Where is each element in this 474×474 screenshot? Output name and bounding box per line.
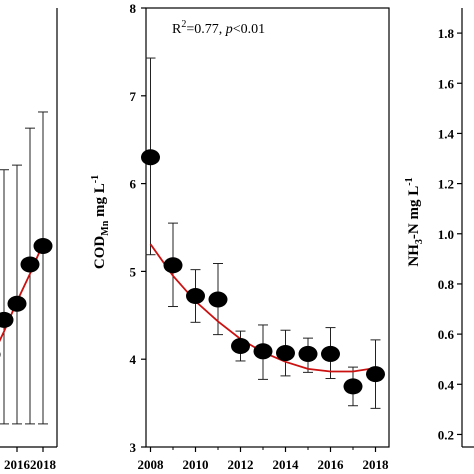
left-data-point bbox=[20, 256, 40, 273]
left-panel: 2016 2018 bbox=[0, 8, 58, 472]
cod-y-tick-label: 7 bbox=[130, 89, 137, 104]
cod-data-point bbox=[298, 345, 318, 362]
cod-data-point bbox=[321, 345, 340, 362]
cod-data-point bbox=[276, 345, 295, 362]
cod-data-point bbox=[231, 338, 250, 355]
cod-y-tick-label: 4 bbox=[130, 352, 137, 367]
cod-data-point bbox=[366, 366, 385, 383]
cod-y-tick-label: 8 bbox=[130, 1, 137, 16]
cod-plot-frame bbox=[145, 7, 390, 448]
left-data-point bbox=[33, 237, 53, 254]
nh3-y-tick-label: 1.6 bbox=[438, 76, 455, 91]
nh3-y-tick-label: 0.2 bbox=[438, 427, 454, 442]
cod-x-tick-label: 2018 bbox=[363, 457, 390, 472]
cod-x-tick-label: 2010 bbox=[183, 457, 209, 472]
cod-y-tick-label: 5 bbox=[130, 264, 137, 279]
nh3-y-tick-label: 1.4 bbox=[438, 126, 455, 141]
nh3-y-tick-label: 1.8 bbox=[438, 26, 455, 41]
left-data-point bbox=[0, 311, 14, 328]
cod-data-point bbox=[186, 287, 205, 304]
left-data-point bbox=[7, 295, 27, 312]
cod-data-point bbox=[253, 343, 273, 360]
cod-x-tick-label: 2008 bbox=[138, 457, 165, 472]
cod-data-point bbox=[141, 149, 160, 166]
fit-annotation: R2=0.77, p<0.01 bbox=[172, 19, 265, 37]
cod-data-point bbox=[208, 291, 228, 308]
cod-y-tick-label: 6 bbox=[130, 177, 137, 192]
nh3-y-tick-label: 0.4 bbox=[438, 377, 455, 392]
left-data-point bbox=[0, 352, 1, 358]
cod-x-tick-label: 2014 bbox=[273, 457, 300, 472]
left-x-tick-label: 2018 bbox=[30, 457, 57, 472]
nh3-y-tick-label: 1.2 bbox=[438, 177, 454, 192]
nh3-y-tick-label: 0.6 bbox=[438, 327, 455, 342]
cod-panel: R2=0.77, p<0.01 CODMn mg L-1 3 4 5 6 7 8 2008 2… bbox=[90, 1, 390, 472]
left-x-tick-label: 2016 bbox=[4, 457, 31, 472]
nh3-panel: NH3-N mg L-1 0.2 0.4 0.6 0.8 1.0 1.2 1.4 1.6 1.8 bbox=[404, 8, 474, 448]
cod-data-point bbox=[163, 257, 183, 274]
cod-x-tick-label: 2012 bbox=[228, 457, 254, 472]
cod-x-tick-label: 2016 bbox=[318, 457, 345, 472]
nh3-y-tick-label: 0.8 bbox=[438, 277, 455, 292]
cod-data-point bbox=[343, 378, 363, 395]
cod-y-axis-label: CODMn mg L-1 bbox=[90, 175, 111, 269]
cod-y-tick-label: 3 bbox=[130, 440, 137, 455]
nh3-y-tick-label: 1.0 bbox=[438, 227, 454, 242]
nh3-y-axis-label: NH3-N mg L-1 bbox=[404, 177, 425, 266]
